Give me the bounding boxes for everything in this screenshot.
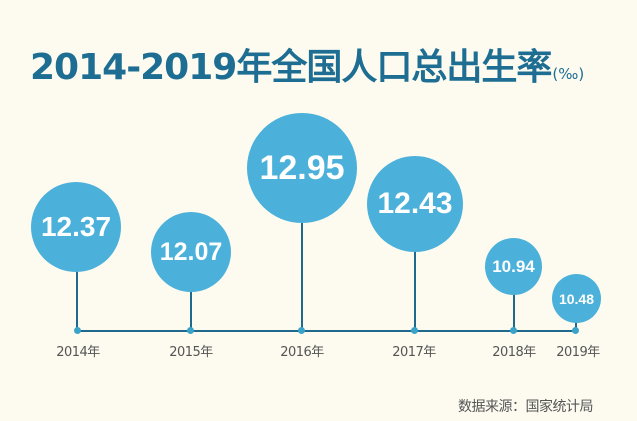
bubble-2014: 12.37 [31,182,121,272]
value-label: 12.95 [259,148,345,187]
stem-2017 [414,248,416,331]
value-label: 12.07 [159,237,223,266]
axis-dot-2015 [187,327,194,334]
stem-2018 [513,292,515,331]
year-label-2018: 2018年 [492,345,536,360]
value-label: 12.43 [377,187,453,220]
year-label-2017: 2017年 [392,345,436,360]
bubble-2019: 10.48 [552,274,601,323]
axis-dot-2019 [572,327,579,334]
year-label-2015: 2015年 [169,345,213,360]
bubble-2016: 12.95 [247,113,357,223]
title-unit: (‰) [552,65,585,83]
axis-dot-2014 [74,327,81,334]
axis-dot-2018 [510,327,517,334]
stem-2019 [575,320,577,331]
stem-2016 [301,220,303,331]
chart-title: 2014-2019年全国人口总出生率(‰) [30,38,584,90]
value-label: 10.48 [558,290,595,307]
title-text: 2014-2019年全国人口总出生率 [30,47,552,88]
stem-2014 [76,270,78,331]
year-label-2016: 2016年 [280,345,324,360]
bubble-2015: 12.07 [151,212,231,292]
axis-dot-2016 [298,327,305,334]
data-source: 数据来源：国家统计局 [458,399,594,415]
value-label: 12.37 [40,211,112,242]
stem-2015 [190,290,192,331]
value-label: 10.94 [492,256,535,276]
year-label-2014: 2014年 [56,345,100,360]
bubble-2017: 12.43 [367,156,463,252]
axis-dot-2017 [411,327,418,334]
bubble-2018: 10.94 [485,238,542,295]
timeline-axis [78,330,576,332]
year-label-2019: 2019年 [556,345,600,360]
